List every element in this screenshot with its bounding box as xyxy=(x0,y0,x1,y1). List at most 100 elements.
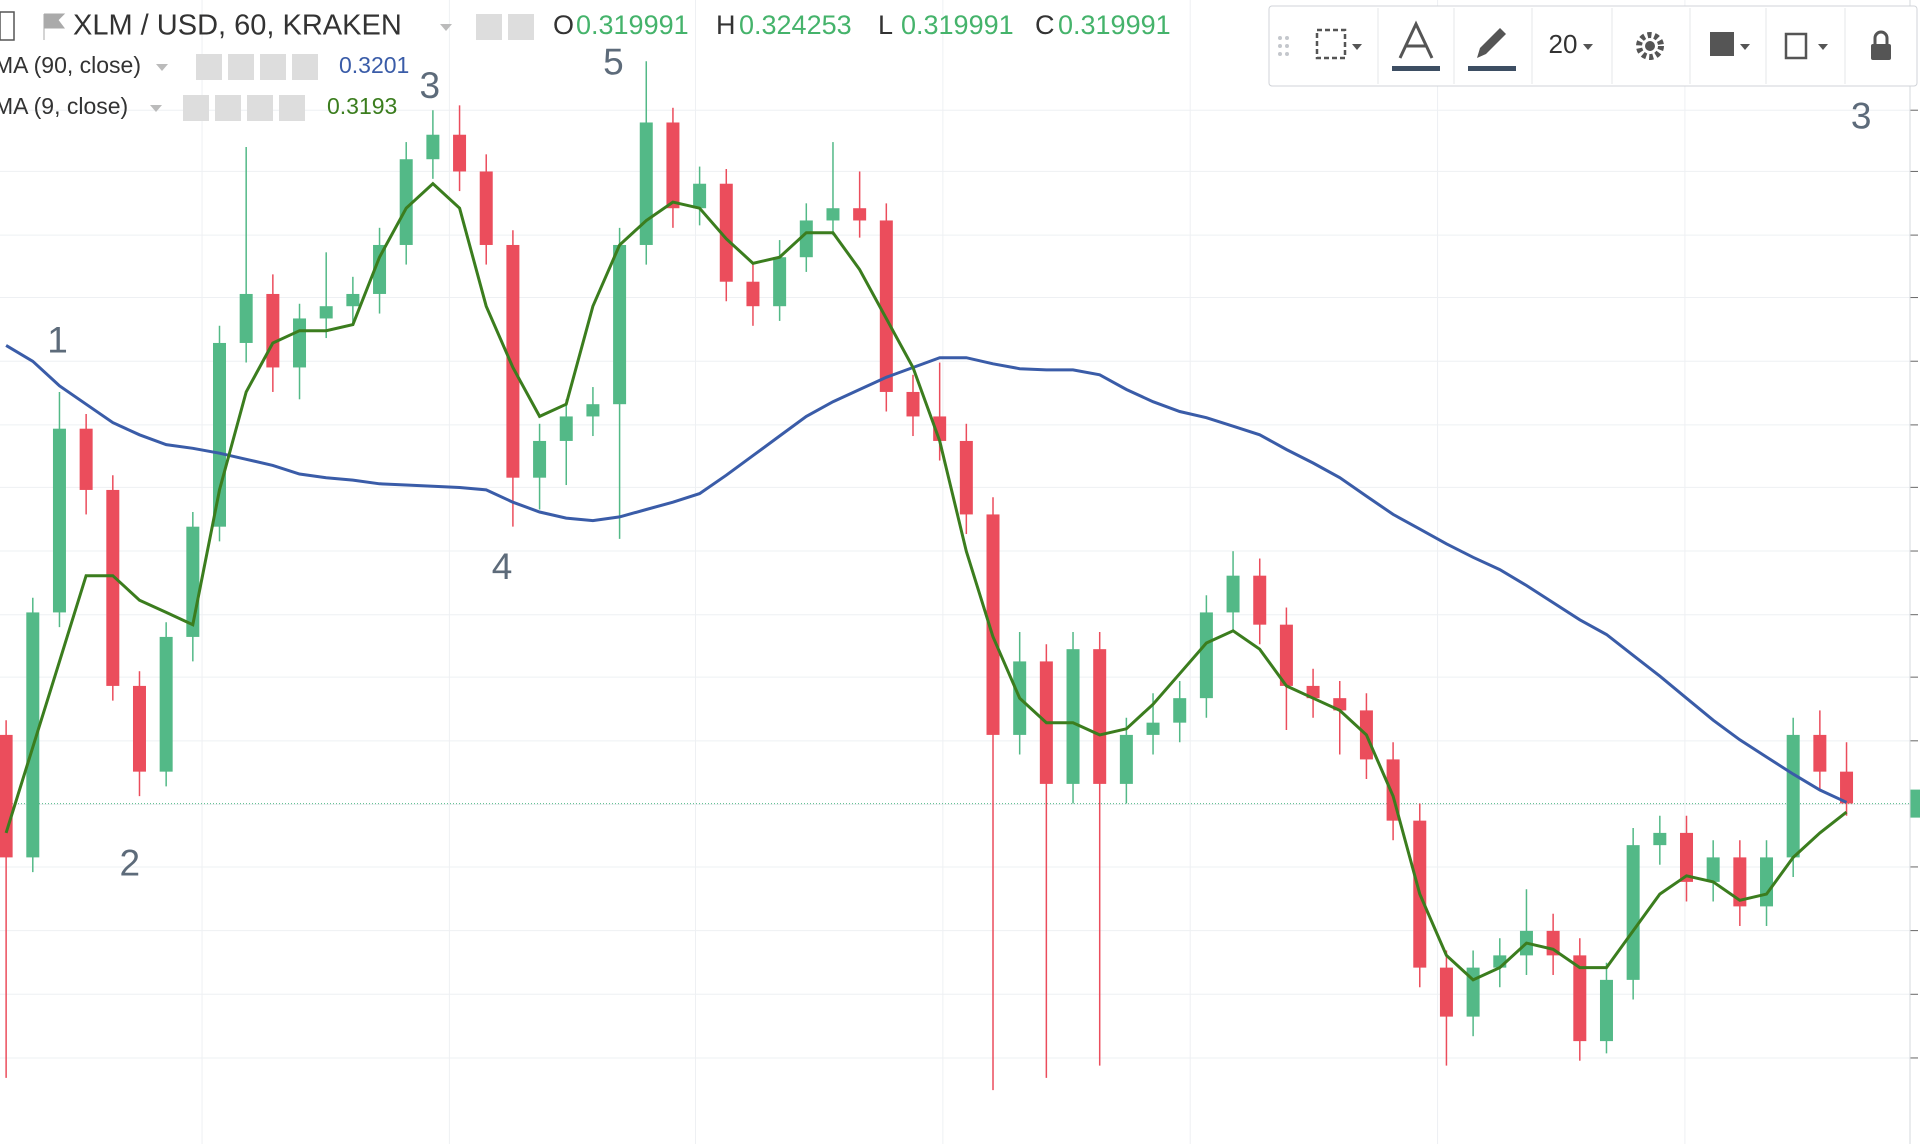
candle-body xyxy=(1626,845,1640,980)
symbol-title: XLM / USD, 60, KRAKEN xyxy=(73,10,402,42)
indicator-legend: MA (90, close) 0.3201 MA (9, close) 0.3193 xyxy=(0,52,409,121)
candle-body xyxy=(26,612,40,858)
candle-body xyxy=(1439,967,1453,1017)
flag-icon[interactable] xyxy=(43,13,66,40)
drag-handle[interactable] xyxy=(1278,36,1289,56)
remove-button[interactable] xyxy=(279,95,305,121)
lock-tool[interactable] xyxy=(1871,44,1891,60)
ohlc-readout: O 0.319991 H 0.324253 L 0.319991 C 0.319991 xyxy=(553,10,1171,40)
ohlc-value: 0.319991 xyxy=(576,10,689,40)
candle-body xyxy=(1733,857,1747,907)
indicator-value: 0.3193 xyxy=(327,93,397,119)
ohlc-value: 0.319991 xyxy=(1058,10,1171,40)
wave-label: 1 xyxy=(47,320,68,361)
candle-body xyxy=(213,342,227,527)
candle-body xyxy=(373,244,387,294)
wave-label: 4 xyxy=(492,546,513,587)
candle-body xyxy=(1653,832,1667,846)
candle-body xyxy=(799,220,813,258)
candle-body xyxy=(106,489,120,686)
text-color[interactable] xyxy=(1392,66,1440,71)
candle-body xyxy=(959,440,973,515)
wave-label: 5 xyxy=(603,42,624,83)
candle-body xyxy=(1199,612,1213,699)
candle-body xyxy=(906,391,920,417)
eye-button[interactable] xyxy=(183,95,209,121)
settings-tool[interactable] xyxy=(1636,32,1664,60)
settings-button[interactable] xyxy=(508,14,534,40)
ma-line xyxy=(4,181,1848,982)
add-button[interactable] xyxy=(260,54,286,80)
candle-body xyxy=(479,171,493,245)
brush-tool[interactable] xyxy=(1477,28,1506,58)
order-caret[interactable] xyxy=(1740,44,1750,50)
indicator-caret[interactable] xyxy=(150,105,162,112)
candle-body xyxy=(1786,734,1800,858)
size-caret[interactable] xyxy=(1583,44,1593,50)
candle-body xyxy=(1279,624,1293,686)
candle-body xyxy=(853,208,867,221)
candle-body xyxy=(426,134,440,160)
candle-body xyxy=(1599,979,1613,1042)
candle-body xyxy=(613,244,627,405)
candle-body xyxy=(826,208,840,221)
brush-color[interactable] xyxy=(1468,66,1516,71)
wave-labels: 1 2 3 4 5 3 xyxy=(47,42,1871,884)
candle-body xyxy=(453,134,467,172)
ohlc-label: O xyxy=(553,10,574,40)
candle-body xyxy=(879,220,893,392)
add-button[interactable] xyxy=(247,95,273,121)
candle-body xyxy=(1679,832,1693,882)
dropdown-caret[interactable] xyxy=(440,24,452,31)
collapse-icon[interactable] xyxy=(0,11,15,41)
text-tool[interactable] xyxy=(1398,20,1434,59)
candle-body xyxy=(0,734,13,858)
eye-button[interactable] xyxy=(476,14,502,40)
indicator-value: 0.3201 xyxy=(339,52,409,78)
ohlc-value: 0.324253 xyxy=(739,10,852,40)
candle-body xyxy=(666,122,680,209)
drawing-toolbar: 20 xyxy=(1268,5,1918,87)
candle-body xyxy=(132,685,146,772)
select-tool[interactable] xyxy=(1315,28,1347,60)
ohlc-label: L xyxy=(878,10,893,40)
candle-body xyxy=(1253,575,1267,625)
candle-body xyxy=(1093,649,1107,784)
ohlc-value: 0.319991 xyxy=(901,10,1014,40)
candle-body xyxy=(293,318,307,368)
candle-body xyxy=(559,416,573,441)
candle-body xyxy=(266,293,280,368)
select-caret[interactable] xyxy=(1352,44,1362,50)
candle-body xyxy=(1813,734,1827,772)
indicator-caret[interactable] xyxy=(156,64,168,71)
last-price-tag xyxy=(1910,789,1920,818)
settings-button[interactable] xyxy=(228,54,254,80)
font-size[interactable]: 20 xyxy=(1549,29,1578,59)
candle-body xyxy=(79,428,93,490)
clone-caret[interactable] xyxy=(1818,44,1828,50)
candle-body xyxy=(52,428,66,613)
candle-body xyxy=(399,159,413,245)
ma-line xyxy=(5,344,1848,804)
visual-order-tool[interactable] xyxy=(1710,32,1734,56)
settings-button[interactable] xyxy=(215,95,241,121)
wave-label: 2 xyxy=(120,842,141,883)
clone-tool[interactable] xyxy=(1784,32,1808,60)
remove-button[interactable] xyxy=(292,54,318,80)
candle-body xyxy=(1146,722,1160,735)
candle-body xyxy=(773,257,787,307)
candle-body xyxy=(746,281,760,307)
candle-body xyxy=(1840,771,1854,804)
eye-button[interactable] xyxy=(196,54,222,80)
candle-body xyxy=(506,244,520,478)
candle-body xyxy=(533,440,547,478)
candle-body xyxy=(693,183,707,209)
candle-body xyxy=(1226,575,1240,613)
candle-body xyxy=(1119,734,1133,784)
candle-body xyxy=(986,514,1000,735)
candle-body xyxy=(239,293,253,343)
candle-body xyxy=(346,293,360,307)
ohlc-label: H xyxy=(716,10,736,40)
candle-body xyxy=(1066,649,1080,784)
